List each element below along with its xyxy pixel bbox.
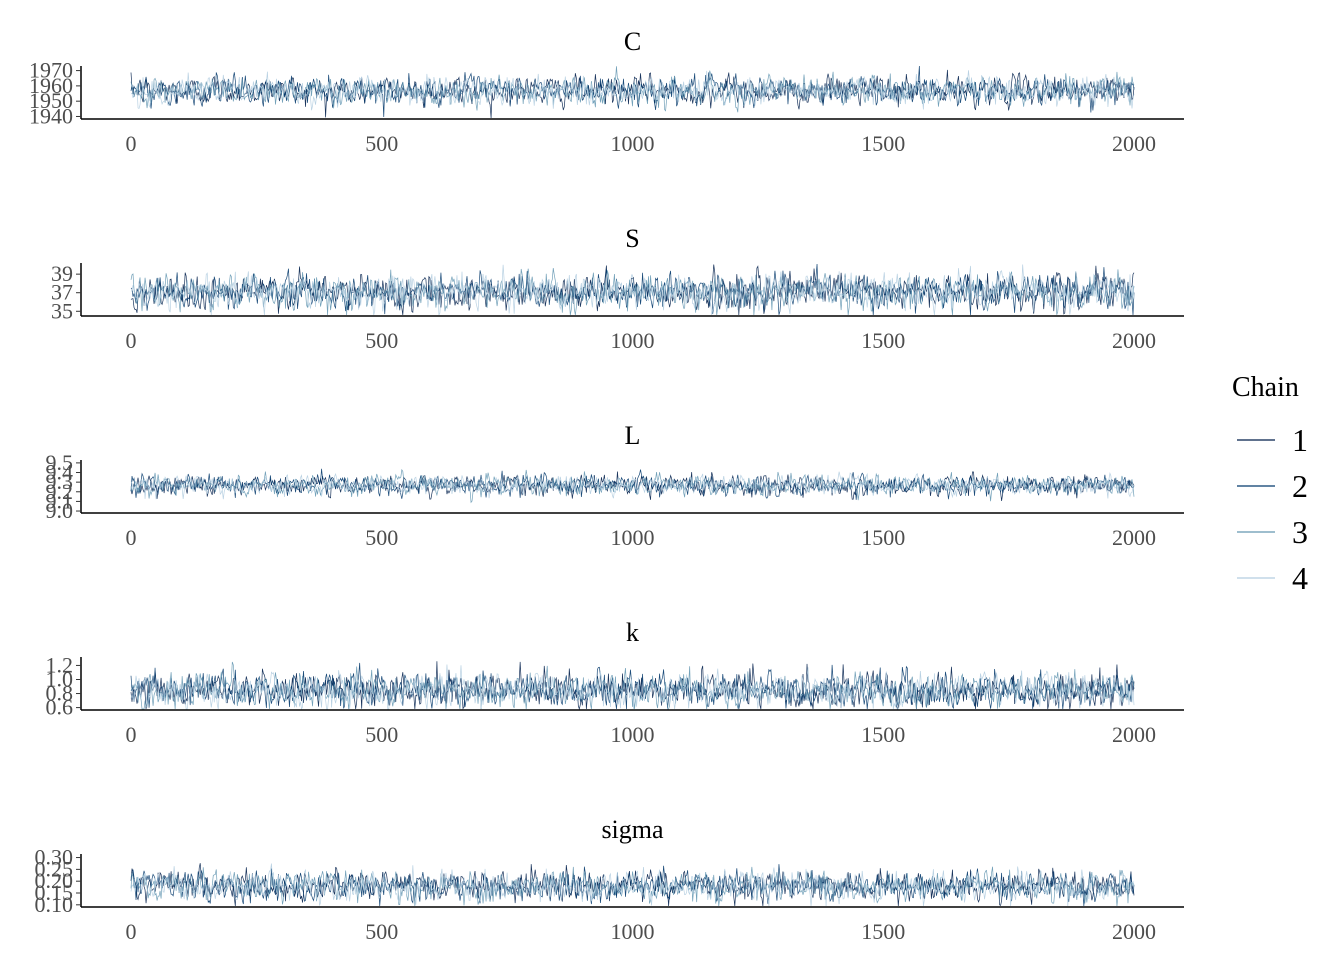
y-tick-label: 9.4 (46, 460, 74, 485)
legend-label-4: 4 (1292, 560, 1308, 596)
y-tick-label: 35 (51, 298, 73, 323)
y-tick-label: 1.0 (46, 666, 74, 691)
y-tick-label: 0.30 (35, 845, 74, 870)
panel-title: k (626, 618, 639, 647)
x-tick-label: 2000 (1112, 328, 1156, 353)
x-tick-label: 1000 (611, 131, 655, 156)
y-tick-label: 39 (51, 261, 73, 286)
y-tick-label: 9.2 (46, 479, 74, 504)
y-tick-label: 1940 (29, 103, 73, 128)
y-tick-label: 0.10 (35, 892, 74, 917)
y-tick-label: 9.0 (46, 498, 74, 523)
x-tick-label: 2000 (1112, 131, 1156, 156)
y-tick-label: 0.15 (35, 880, 74, 905)
x-tick-label: 1500 (861, 722, 905, 747)
x-tick-label: 1000 (611, 722, 655, 747)
trace-chain-4 (130, 264, 1135, 316)
x-tick-label: 0 (126, 131, 137, 156)
trace-chain-2 (130, 65, 1135, 117)
x-tick-label: 0 (126, 722, 137, 747)
y-tick-label: 0.8 (46, 681, 74, 706)
panel-title: S (625, 224, 639, 253)
panel-title: C (624, 27, 641, 56)
y-tick-label: 37 (51, 280, 73, 305)
y-tick-label: 0.20 (35, 868, 74, 893)
panel-title: L (625, 421, 641, 450)
y-tick-label: 0.25 (35, 856, 74, 881)
y-tick-label: 1950 (29, 88, 73, 113)
trace-chain-4 (130, 664, 1135, 711)
legend-title: Chain (1232, 372, 1299, 403)
x-tick-label: 2000 (1112, 919, 1156, 944)
panel-title: sigma (601, 815, 664, 844)
x-tick-label: 1500 (861, 919, 905, 944)
y-tick-label: 1960 (29, 73, 73, 98)
trace-chain-2 (130, 468, 1135, 500)
x-tick-label: 500 (365, 328, 398, 353)
panel-L: L 9.09.19.29.39.49.5 0 500 1000 1500 2000 (46, 421, 1184, 550)
trace-chain-4 (130, 863, 1135, 907)
y-tick-label: 1.2 (46, 652, 74, 677)
y-tick-label: 0.6 (46, 695, 74, 720)
x-tick-label: 1500 (861, 525, 905, 550)
x-tick-label: 0 (126, 919, 137, 944)
x-tick-label: 0 (126, 525, 137, 550)
legend-label-2: 2 (1292, 468, 1308, 504)
x-tick-label: 500 (365, 919, 398, 944)
x-tick-label: 1500 (861, 328, 905, 353)
x-tick-label: 1000 (611, 525, 655, 550)
x-tick-label: 1500 (861, 131, 905, 156)
trace-chain-3 (130, 866, 1135, 907)
x-tick-label: 500 (365, 131, 398, 156)
x-tick-label: 2000 (1112, 722, 1156, 747)
trace-chain-3 (130, 661, 1135, 710)
y-tick-label: 9.3 (46, 469, 74, 494)
x-tick-label: 0 (126, 328, 137, 353)
y-tick-label: 9.1 (46, 488, 74, 513)
panel-k: k 0.60.81.01.2 0 500 1000 1500 2000 (46, 618, 1184, 747)
trace-chain-4 (130, 70, 1135, 111)
legend: Chain 1 2 3 4 (1232, 372, 1308, 596)
legend-label-1: 1 (1292, 422, 1308, 458)
x-tick-label: 500 (365, 722, 398, 747)
trace-chain-2 (130, 264, 1135, 316)
panel-sigma: sigma 0.100.150.200.250.30 0 500 1000 1500 200… (35, 815, 1184, 944)
y-tick-label: 9.5 (46, 450, 74, 475)
x-tick-label: 500 (365, 525, 398, 550)
trace-chain-4 (130, 471, 1135, 500)
trace-chain-3 (130, 267, 1135, 316)
x-tick-label: 1000 (611, 919, 655, 944)
y-tick-label: 1970 (29, 58, 73, 83)
x-tick-label: 1000 (611, 328, 655, 353)
legend-label-3: 3 (1292, 514, 1308, 550)
trace-chain-3 (130, 66, 1135, 113)
x-tick-label: 2000 (1112, 525, 1156, 550)
